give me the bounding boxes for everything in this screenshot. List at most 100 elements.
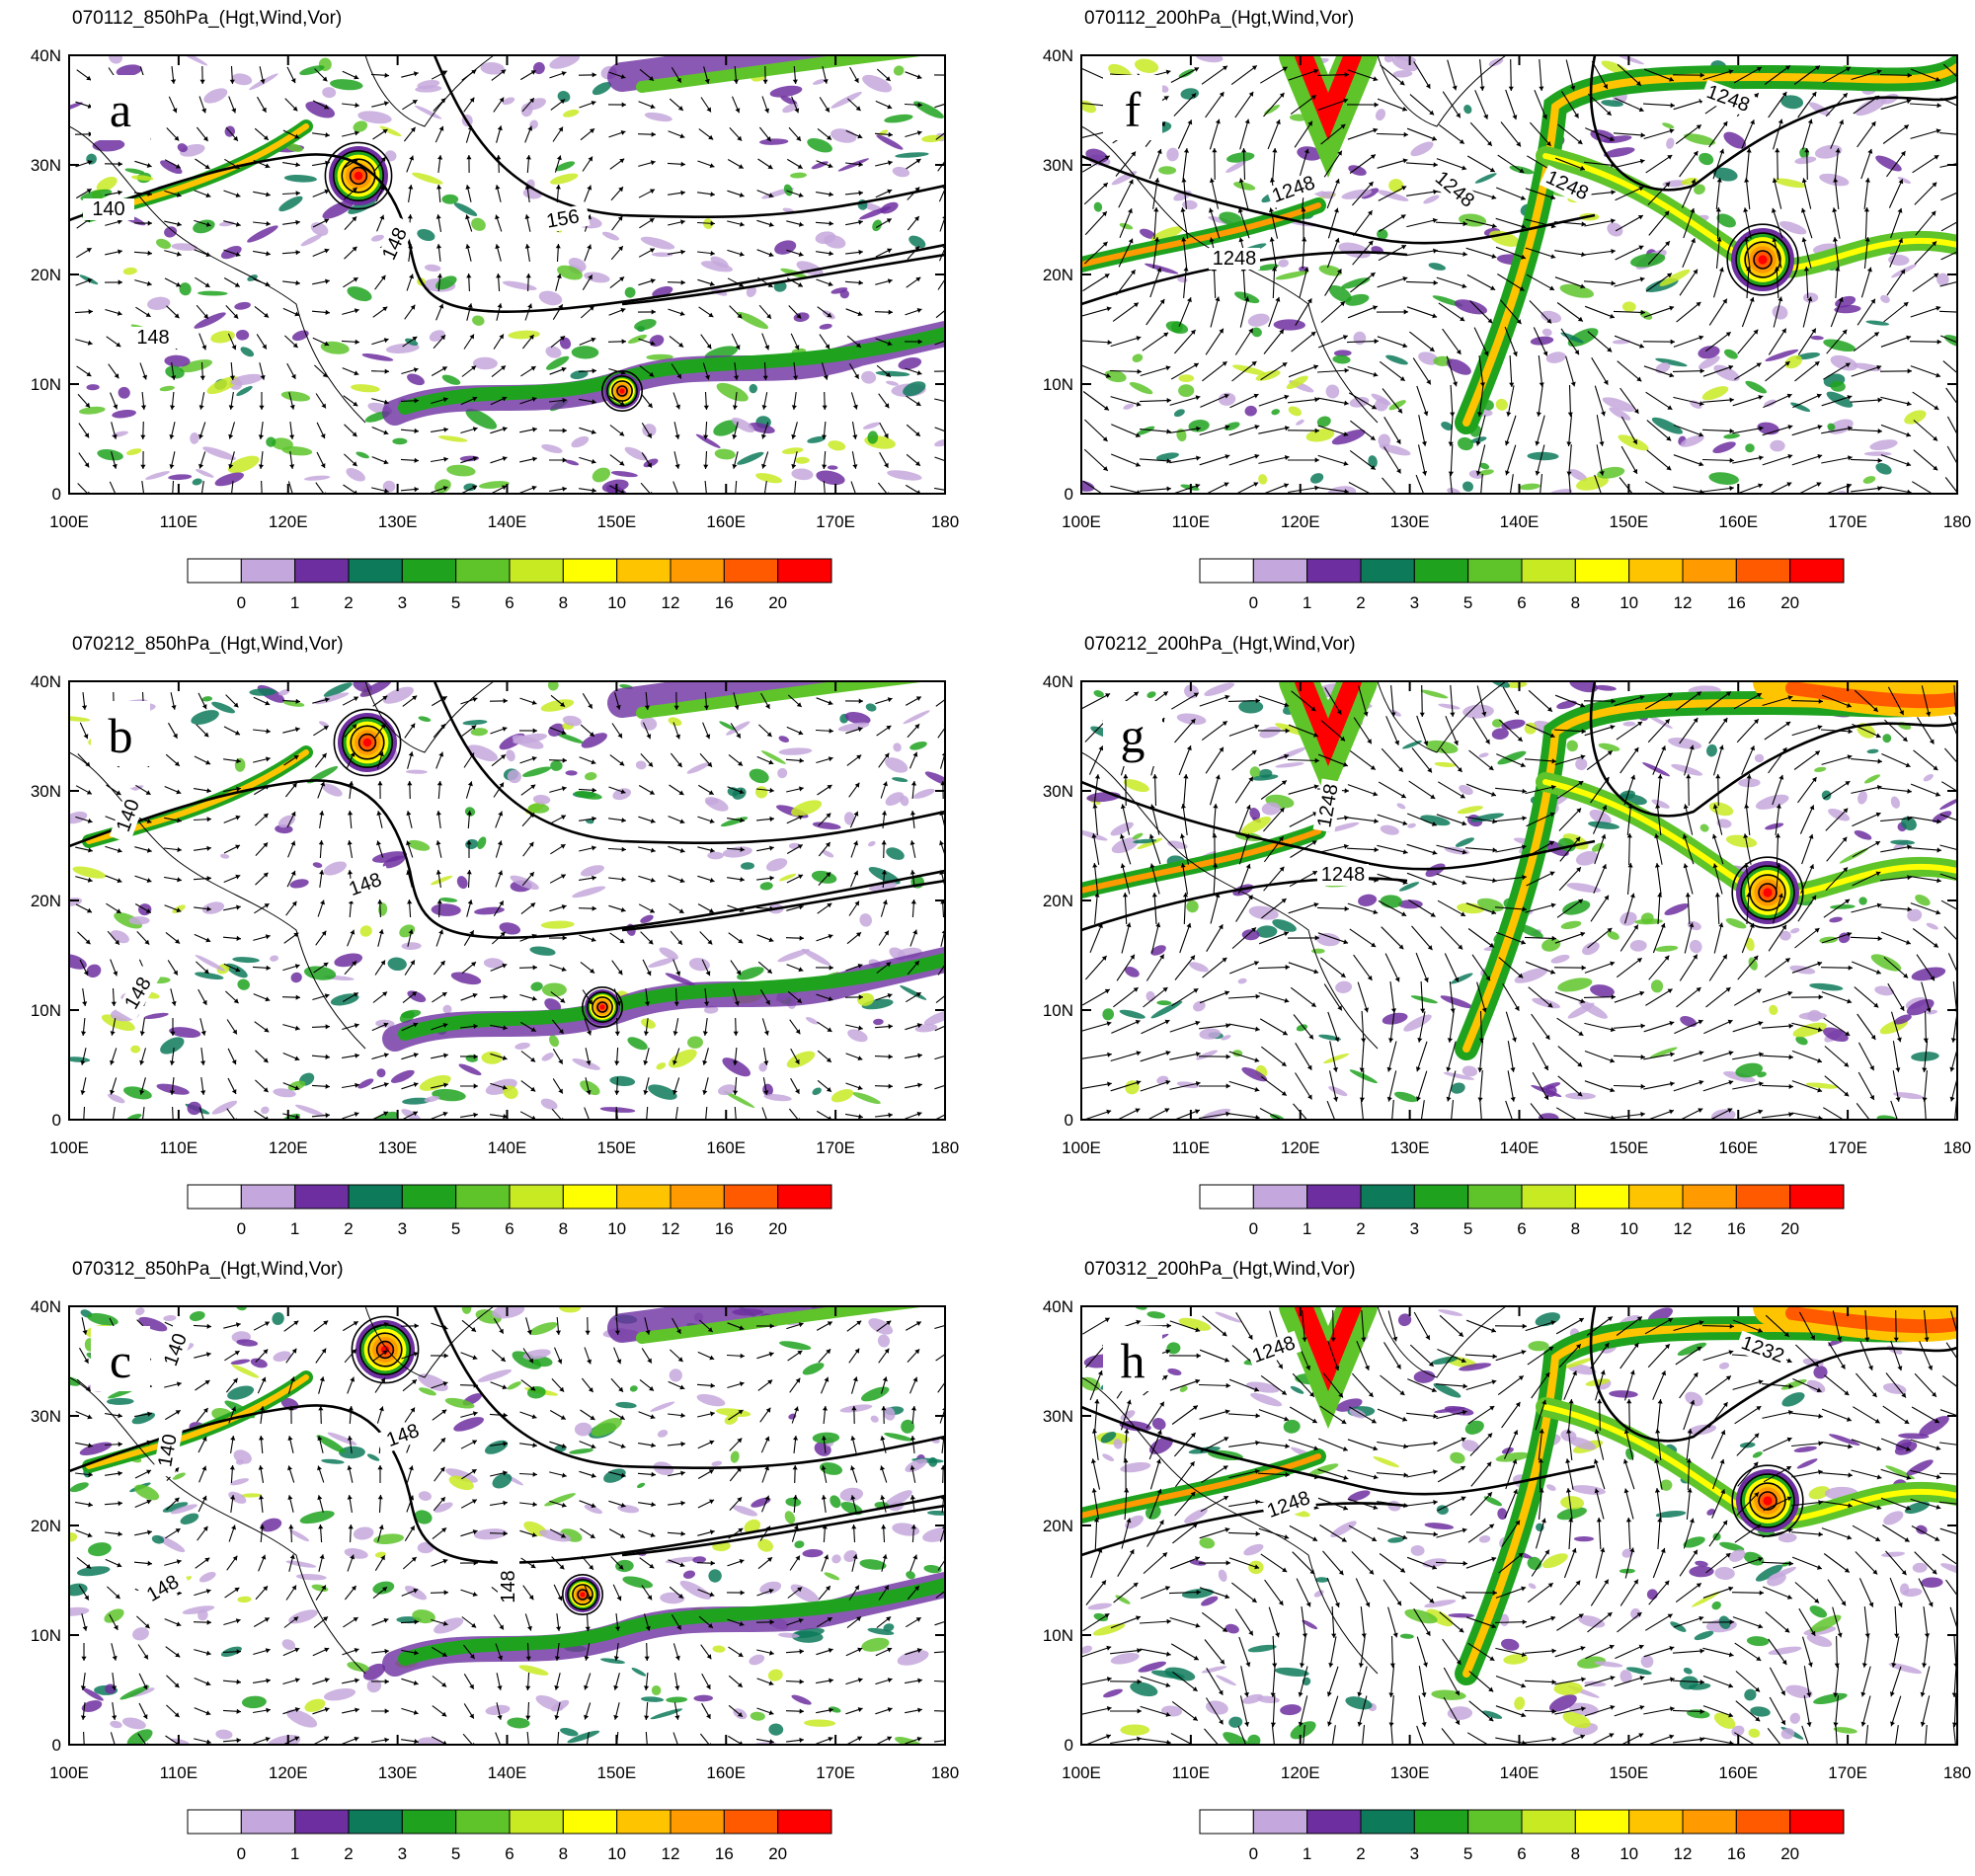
colorbar-swatch xyxy=(241,1185,294,1209)
colorbar-label: 0 xyxy=(237,1219,246,1238)
wind-arrowhead xyxy=(1965,246,1970,251)
colorbar-swatch xyxy=(724,559,777,583)
colorbar-label: 1 xyxy=(290,1219,299,1238)
wind-arrowhead xyxy=(947,1053,952,1057)
wind-arrowhead xyxy=(948,368,952,373)
colorbar-swatch xyxy=(188,1810,241,1834)
colorbar-swatch xyxy=(456,1810,510,1834)
x-tick-label: 160E xyxy=(706,1763,746,1782)
x-tick-label: 140E xyxy=(488,1763,527,1782)
x-tick-label: 150E xyxy=(597,512,637,531)
colorbar-swatch xyxy=(671,1185,724,1209)
colorbar-label: 1 xyxy=(290,593,299,612)
x-tick-label: 130E xyxy=(378,512,418,531)
vorticity-shade xyxy=(1379,434,1391,447)
panel-letter: a xyxy=(110,82,131,137)
y-tick-label: 20N xyxy=(31,1517,61,1535)
wind-arrowhead xyxy=(555,1746,560,1751)
wind-arrowhead xyxy=(703,1121,708,1126)
y-tick-label: 30N xyxy=(31,782,61,801)
x-tick-label: 180 xyxy=(931,512,959,531)
vorticity-shade xyxy=(1178,374,1194,382)
x-tick-label: 130E xyxy=(378,1138,418,1157)
wind-arrowhead xyxy=(229,494,234,499)
colorbar-swatch xyxy=(456,559,510,583)
vorticity-shade xyxy=(128,916,149,924)
colorbar-label: 1 xyxy=(290,1844,299,1863)
colorbar-swatch xyxy=(510,559,563,583)
wind-arrowhead xyxy=(170,495,175,499)
x-tick-label: 150E xyxy=(597,1138,637,1157)
wind-arrowhead xyxy=(1966,159,1971,164)
y-tick-label: 20N xyxy=(31,266,61,284)
colorbar-swatch xyxy=(617,559,671,583)
wind-arrowhead xyxy=(81,1121,86,1125)
y-tick-label: 40N xyxy=(31,672,61,691)
wind-arrowhead xyxy=(1398,497,1403,502)
x-tick-label: 170E xyxy=(816,512,855,531)
wind-arrowhead xyxy=(1960,498,1965,503)
x-tick-label: 170E xyxy=(816,1138,855,1157)
colorbar-swatch xyxy=(510,1185,563,1209)
colorbar-swatch xyxy=(778,559,831,583)
colorbar-label: 12 xyxy=(662,1219,680,1238)
colorbar-swatch xyxy=(724,1810,777,1834)
wind-arrowhead xyxy=(947,430,952,434)
y-tick-label: 40N xyxy=(31,46,61,65)
wind-arrowhead xyxy=(734,1121,739,1126)
wind-arrowhead xyxy=(948,1680,952,1684)
x-tick-label: 160E xyxy=(706,1138,746,1157)
colorbar-label: 10 xyxy=(607,1219,626,1238)
colorbar-swatch xyxy=(671,559,724,583)
y-tick-label: 10N xyxy=(31,1626,61,1645)
wind-arrowhead xyxy=(1964,215,1969,220)
colorbar-swatch xyxy=(617,1810,671,1834)
colorbar-swatch xyxy=(563,1810,616,1834)
colorbar-swatch xyxy=(563,1185,616,1209)
wind-arrowhead xyxy=(1966,277,1971,282)
wind-arrowhead xyxy=(1967,310,1971,315)
vortex-core xyxy=(355,172,363,181)
vortex-core xyxy=(1758,255,1767,264)
y-tick-label: 40N xyxy=(31,1297,61,1316)
wind-arrowhead xyxy=(947,459,952,464)
colorbar-label: 2 xyxy=(344,1219,353,1238)
contour-label: 140 xyxy=(92,198,124,220)
wind-arrowhead xyxy=(704,494,709,499)
colorbar-label: 12 xyxy=(662,593,680,612)
vorticity-shade xyxy=(392,438,407,445)
wind-arrowhead xyxy=(526,1745,531,1750)
wind-arrowhead xyxy=(1537,501,1541,506)
colorbar-swatch xyxy=(241,1810,294,1834)
wind-arrowhead xyxy=(1424,500,1429,505)
wind-arrowhead xyxy=(1962,377,1967,382)
colorbar-label: 6 xyxy=(505,1219,514,1238)
x-tick-label: 110E xyxy=(160,1138,198,1157)
wind-arrowhead xyxy=(946,1023,951,1028)
x-tick-label: 100E xyxy=(49,1138,89,1157)
wind-arrowhead xyxy=(1960,409,1965,414)
colorbar-label: 16 xyxy=(715,1219,734,1238)
colorbar-label: 20 xyxy=(768,1219,787,1238)
colorbar-swatch xyxy=(778,1810,831,1834)
colorbar-swatch xyxy=(241,559,294,583)
colorbar-swatch xyxy=(349,1810,402,1834)
wind-arrowhead xyxy=(947,400,952,405)
colorbar-label: 10 xyxy=(607,593,626,612)
wind-arrowhead xyxy=(945,1351,950,1356)
vortex-core xyxy=(619,388,624,393)
wind-arrowhead xyxy=(1478,502,1483,507)
wind-arrowhead xyxy=(947,101,952,106)
wind-arrowhead xyxy=(140,1120,145,1125)
colorbar-label: 5 xyxy=(451,593,460,612)
wind-arrowhead xyxy=(1958,439,1963,444)
wind-arrowhead xyxy=(1962,81,1967,86)
wind-arrowhead xyxy=(645,1746,650,1751)
wind-arrowhead xyxy=(1602,500,1607,505)
panel-letter: c xyxy=(110,1333,131,1388)
wind-arrowhead xyxy=(260,495,265,499)
